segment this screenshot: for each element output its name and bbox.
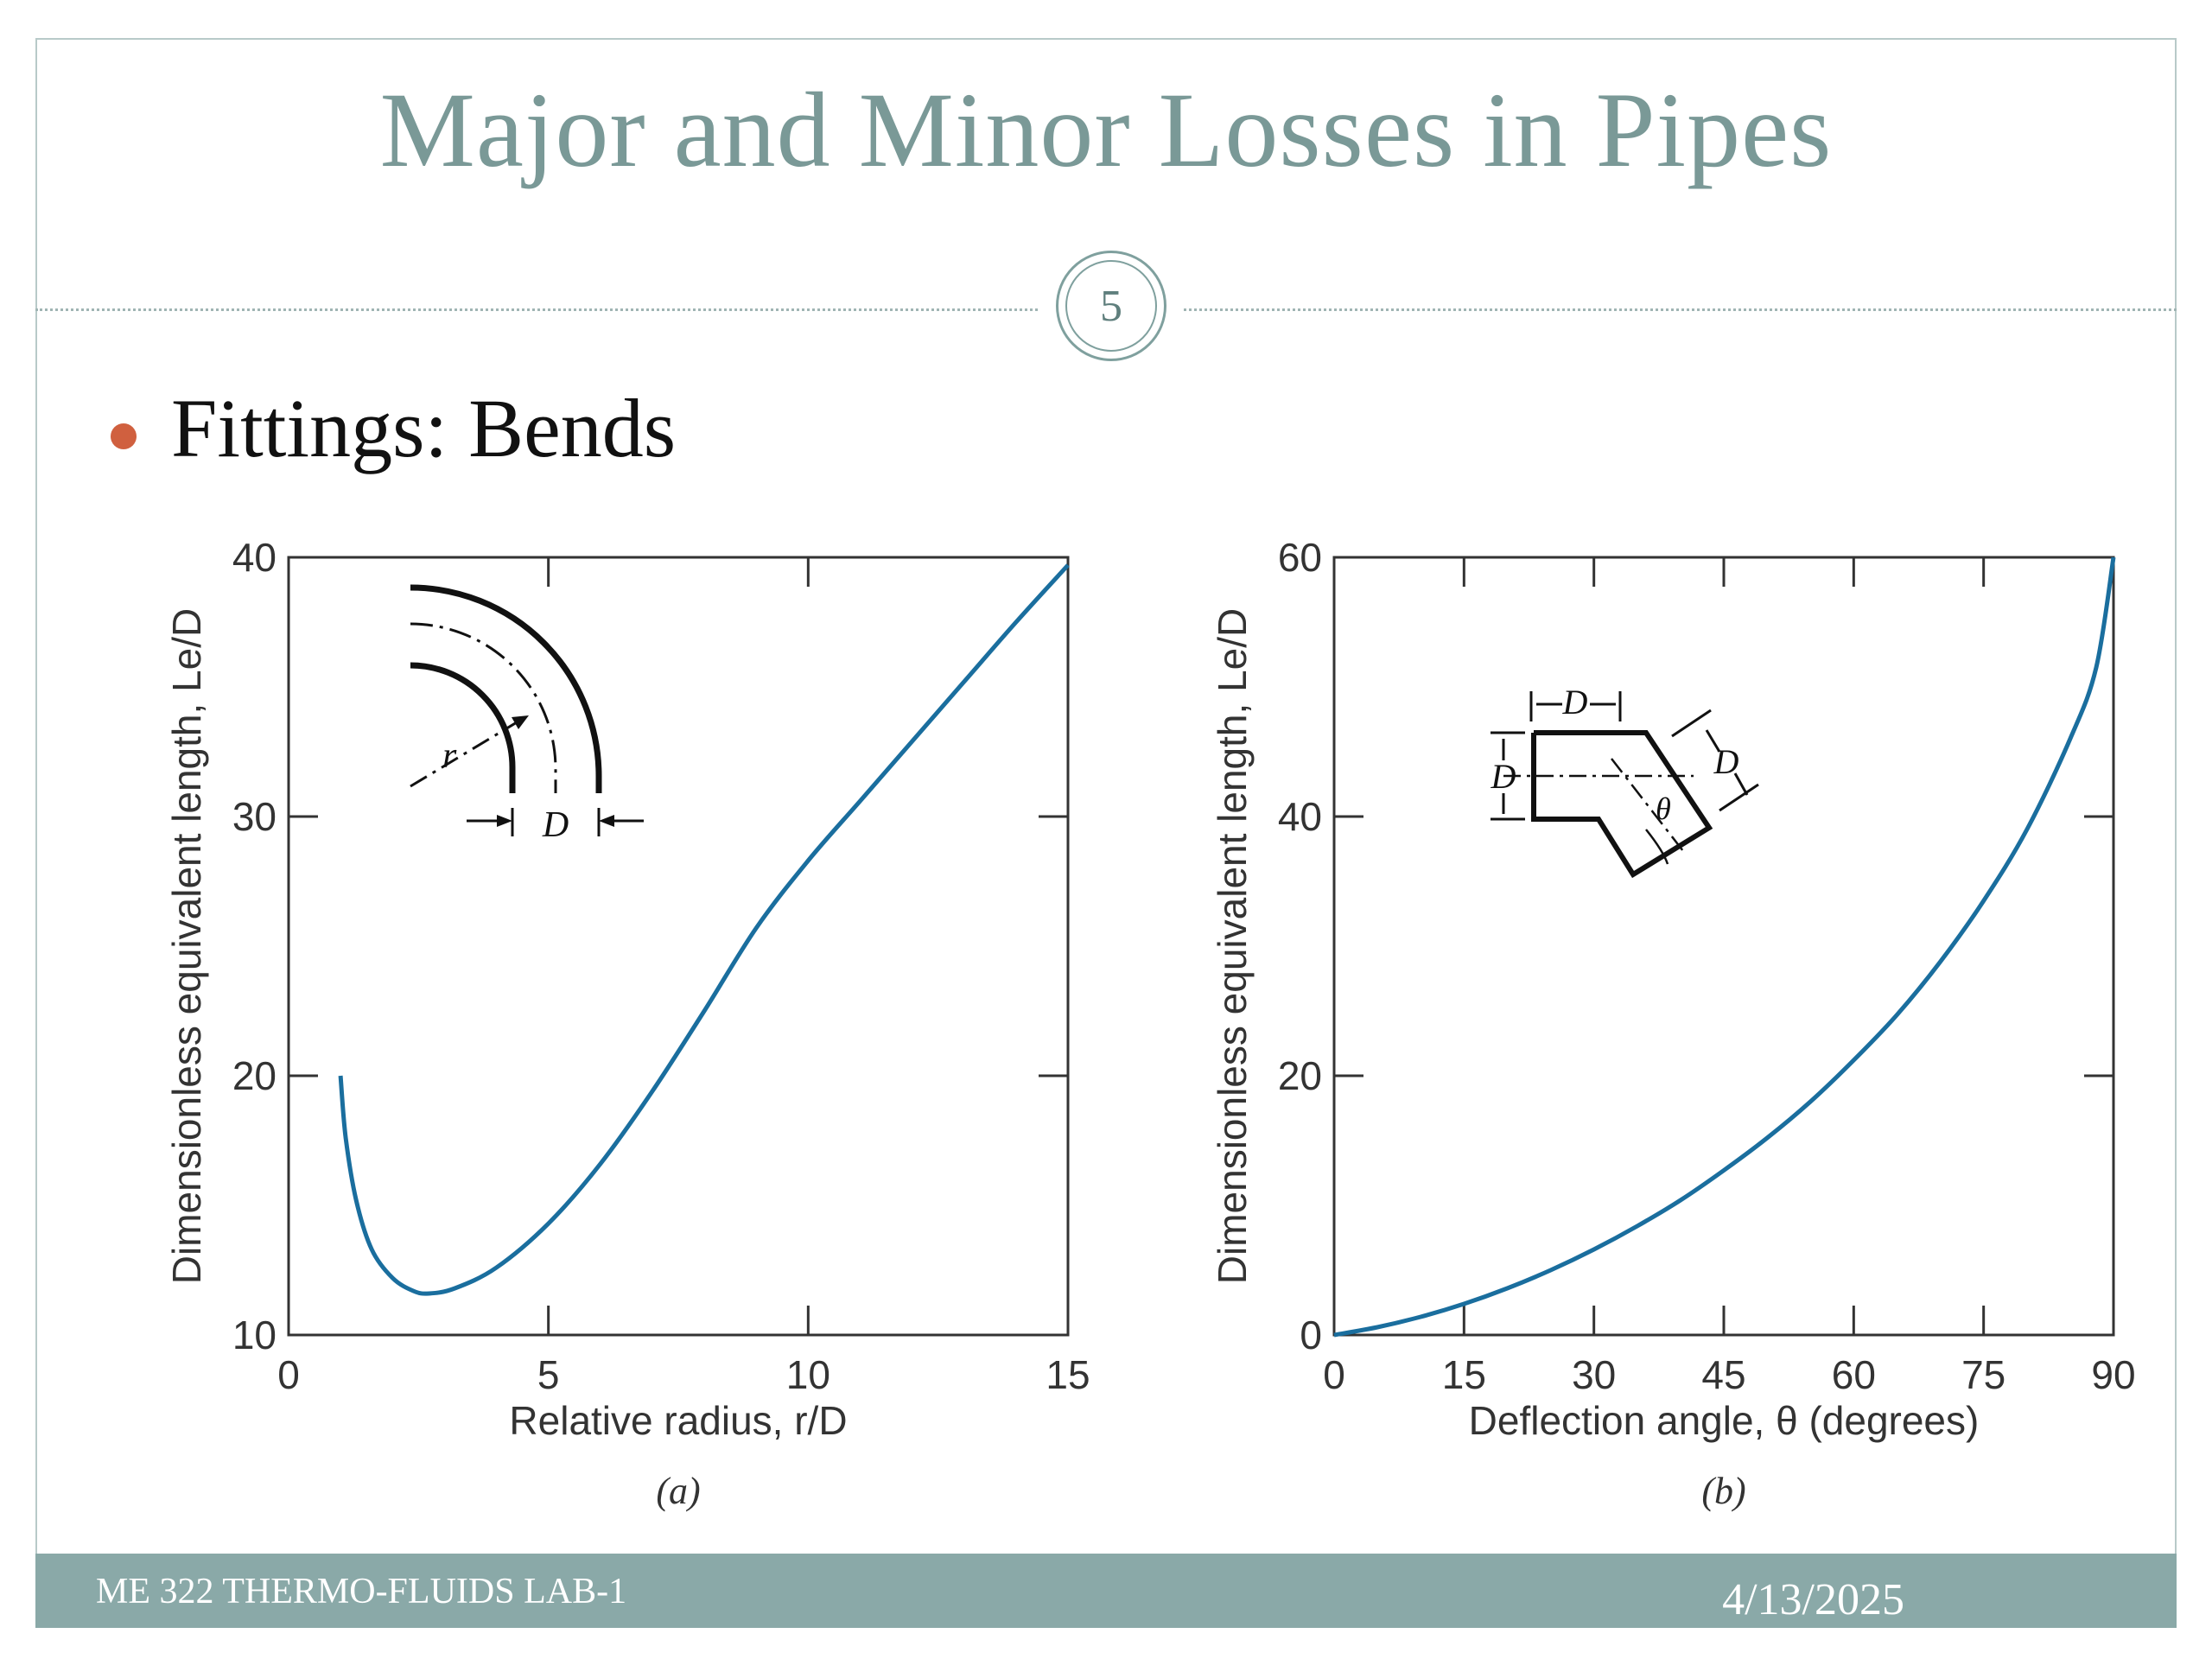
bend-inset-label-d: D — [542, 805, 569, 845]
x-tick-label: 15 — [1442, 1352, 1486, 1397]
miter-inset-label-d-left: D — [1491, 757, 1516, 796]
x-tick-label: 30 — [1572, 1352, 1616, 1397]
x-tick-label: 0 — [1323, 1352, 1345, 1397]
bullet-dot-icon — [111, 423, 137, 449]
miter-inset-diagram — [1491, 691, 1759, 879]
chart-a-ylabel: Dimensionless equivalent length, Le/D — [164, 608, 209, 1284]
y-tick-label: 40 — [1278, 794, 1322, 839]
chart-b-ylabel: Dimensionless equivalent length, Le/D — [1210, 608, 1255, 1284]
x-tick-label: 45 — [1701, 1352, 1745, 1397]
chart-b: 0 15 30 45 60 75 90 0 20 40 60 Deflection angle, θ… — [1210, 535, 2136, 1512]
miter-inset-label-d-top: D — [1562, 683, 1588, 721]
chart-a-panel-label: (a) — [656, 1470, 700, 1512]
y-tick-label: 40 — [232, 535, 276, 580]
y-tick-label: 10 — [232, 1313, 276, 1357]
bend-inset-diagram — [410, 584, 644, 836]
chart-a-xlabel: Relative radius, r/D — [509, 1398, 847, 1443]
footer-date: 4/13/2025 — [1722, 1575, 1904, 1624]
chart-a-tick-labels: 0 5 10 15 10 20 30 40 — [232, 535, 1090, 1397]
x-tick-label: 75 — [1961, 1352, 2005, 1397]
bullet-text: Fittings: Bends — [171, 382, 677, 474]
chart-a-ticks — [289, 557, 1068, 1335]
y-tick-label: 20 — [232, 1053, 276, 1098]
footer-course-title: ME 322 THERMO-FLUIDS LAB-1 — [96, 1572, 627, 1611]
title-divider-right — [1184, 308, 2177, 311]
y-tick-label: 0 — [1300, 1313, 1322, 1357]
chart-b-ticks — [1334, 557, 2113, 1335]
slide-number: 5 — [1065, 260, 1157, 352]
slide-title: Major and Minor Losses in Pipes — [379, 71, 1833, 189]
chart-b-tick-labels: 0 15 30 45 60 75 90 0 20 40 60 — [1278, 535, 2136, 1397]
bend-inset-label-r: r — [442, 736, 457, 776]
y-tick-label: 30 — [232, 794, 276, 839]
footer-bar: ME 322 THERMO-FLUIDS LAB-1 4/13/2025 — [35, 1554, 2177, 1628]
chart-a-plot-frame — [287, 556, 1070, 1337]
chart-b-plot-frame — [1332, 556, 2115, 1337]
chart-a: 0 5 10 15 10 20 30 40 Relative radius, r/D Dime… — [164, 535, 1090, 1512]
x-tick-label: 60 — [1832, 1352, 1876, 1397]
chart-a-series-line — [338, 563, 1070, 1296]
miter-inset-label-d-right: D — [1713, 742, 1739, 781]
y-tick-label: 60 — [1278, 535, 1322, 580]
x-tick-label: 90 — [2091, 1352, 2135, 1397]
x-tick-label: 0 — [277, 1352, 300, 1397]
slide-number-badge: 5 — [1056, 251, 1166, 361]
miter-inset-label-theta: θ — [1656, 791, 1671, 826]
chart-b-panel-label: (b) — [1701, 1470, 1745, 1512]
x-tick-label: 10 — [786, 1352, 830, 1397]
title-divider-left — [35, 308, 1038, 311]
y-tick-label: 20 — [1278, 1053, 1322, 1098]
x-tick-label: 5 — [537, 1352, 560, 1397]
x-tick-label: 15 — [1046, 1352, 1090, 1397]
chart-b-series-line — [1333, 556, 2116, 1338]
chart-b-xlabel: Deflection angle, θ (degrees) — [1469, 1398, 1980, 1443]
